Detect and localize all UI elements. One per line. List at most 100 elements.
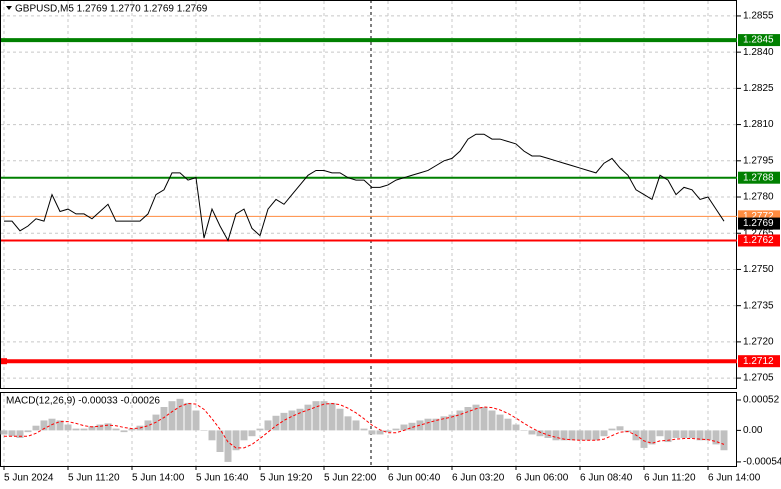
macd-bar <box>304 404 312 431</box>
macd-bar <box>160 407 168 431</box>
macd-bar <box>384 430 392 433</box>
macd-title: MACD(12,26,9) -0.00033 -0.00026 <box>6 396 160 407</box>
macd-bar <box>224 430 232 462</box>
macd-bar <box>144 420 152 431</box>
macd-bar <box>128 428 136 431</box>
macd-bar <box>80 428 88 431</box>
macd-bar <box>256 428 264 431</box>
macd-bar <box>512 424 520 431</box>
macd-bar <box>712 430 720 445</box>
y-tick-label: 1.2735 <box>743 300 774 311</box>
y-tick-label: 1.2720 <box>743 337 774 348</box>
chart-title: GBPUSD,M5 1.2769 1.2770 1.2769 1.2769 <box>15 4 208 15</box>
macd-bar <box>640 430 648 448</box>
y-tick-label: 1.2810 <box>743 119 774 130</box>
macd-bar <box>480 407 488 431</box>
x-tick-label: 6 Jun 06:00 <box>516 473 569 484</box>
macd-bar <box>376 430 384 435</box>
macd-bar <box>312 401 320 431</box>
macd-bar <box>168 401 176 431</box>
macd-bar <box>280 412 288 431</box>
macd-bar <box>432 418 440 431</box>
macd-bar <box>344 416 352 431</box>
signal-line <box>4 403 725 449</box>
macd-bar <box>184 402 192 431</box>
x-tick-label: 6 Jun 11:20 <box>644 473 696 484</box>
macd-bar <box>560 430 568 441</box>
macd-bar <box>200 430 208 431</box>
y-tick-label: 0.00 <box>743 425 763 436</box>
y-tick-label: 1.2795 <box>743 155 774 166</box>
macd-bar <box>392 428 400 431</box>
x-tick-label: 5 Jun 19:20 <box>260 473 313 484</box>
macd-bar <box>40 420 48 431</box>
level-handle <box>1 358 7 365</box>
macd-bar <box>296 408 304 431</box>
x-tick-label: 5 Jun 11:20 <box>68 473 120 484</box>
macd-bar <box>192 410 200 431</box>
price-panel-frame <box>0 0 737 389</box>
macd-bar <box>104 423 112 431</box>
macd-bar <box>568 430 576 441</box>
menu-arrow <box>6 6 12 10</box>
level-label: 1.2712 <box>743 356 774 367</box>
macd-bar <box>24 430 32 433</box>
macd-bar <box>520 430 528 431</box>
macd-bar <box>360 428 368 431</box>
level-label: 1.2762 <box>743 235 774 246</box>
y-tick-label: 0.00052 <box>743 395 780 406</box>
macd-bar <box>472 404 480 431</box>
x-tick-label: 6 Jun 03:20 <box>452 473 505 484</box>
macd-bar <box>288 410 296 431</box>
level-label-bg <box>738 355 780 368</box>
y-tick-label: 1.2825 <box>743 83 774 94</box>
x-tick-label: 5 Jun 14:00 <box>132 473 185 484</box>
macd-bar <box>584 430 592 441</box>
macd-panel-frame <box>0 392 737 467</box>
marker-label: 1.2772 <box>743 211 774 222</box>
macd-bar <box>216 430 224 452</box>
x-tick-label: 5 Jun 2024 <box>4 473 54 484</box>
macd-bar <box>72 428 80 431</box>
macd-bar <box>456 410 464 431</box>
macd-bar <box>96 424 104 431</box>
macd-bar <box>648 430 656 445</box>
macd-bar <box>696 430 704 441</box>
macd-bar <box>240 430 248 441</box>
y-tick-label: 1.2780 <box>743 192 774 203</box>
macd-bar <box>320 401 328 431</box>
level-label: 1.2845 <box>743 35 774 46</box>
level-label-bg <box>738 234 780 247</box>
macd-bar <box>232 430 240 451</box>
macd-bar <box>504 418 512 431</box>
macd-bar <box>272 415 280 431</box>
x-tick-label: 6 Jun 14:00 <box>708 473 761 484</box>
macd-bar <box>664 430 672 443</box>
macd-bar <box>264 420 272 431</box>
macd-bar <box>120 430 128 433</box>
macd-bar <box>672 430 680 438</box>
last-price-bg <box>738 217 780 230</box>
macd-bar <box>88 426 96 431</box>
macd-bar <box>496 414 504 431</box>
x-tick-label: 6 Jun 08:40 <box>580 473 633 484</box>
macd-bar <box>56 420 64 431</box>
macd-bar <box>112 428 120 431</box>
macd-bar <box>32 425 40 431</box>
macd-bar <box>608 428 616 431</box>
macd-bar <box>576 430 584 441</box>
macd-bar <box>544 430 552 438</box>
macd-bar <box>688 430 696 438</box>
macd-bar <box>400 424 408 431</box>
macd-bar <box>8 430 16 437</box>
macd-bar <box>704 430 712 441</box>
macd-bar <box>16 430 24 438</box>
price-line <box>4 133 725 242</box>
level-label-bg <box>738 34 780 47</box>
macd-bar <box>656 430 664 437</box>
macd-bar <box>208 430 216 441</box>
x-tick-label: 5 Jun 16:40 <box>196 473 249 484</box>
macd-bar <box>352 420 360 431</box>
y-tick-label: -0.00054 <box>743 457 781 468</box>
